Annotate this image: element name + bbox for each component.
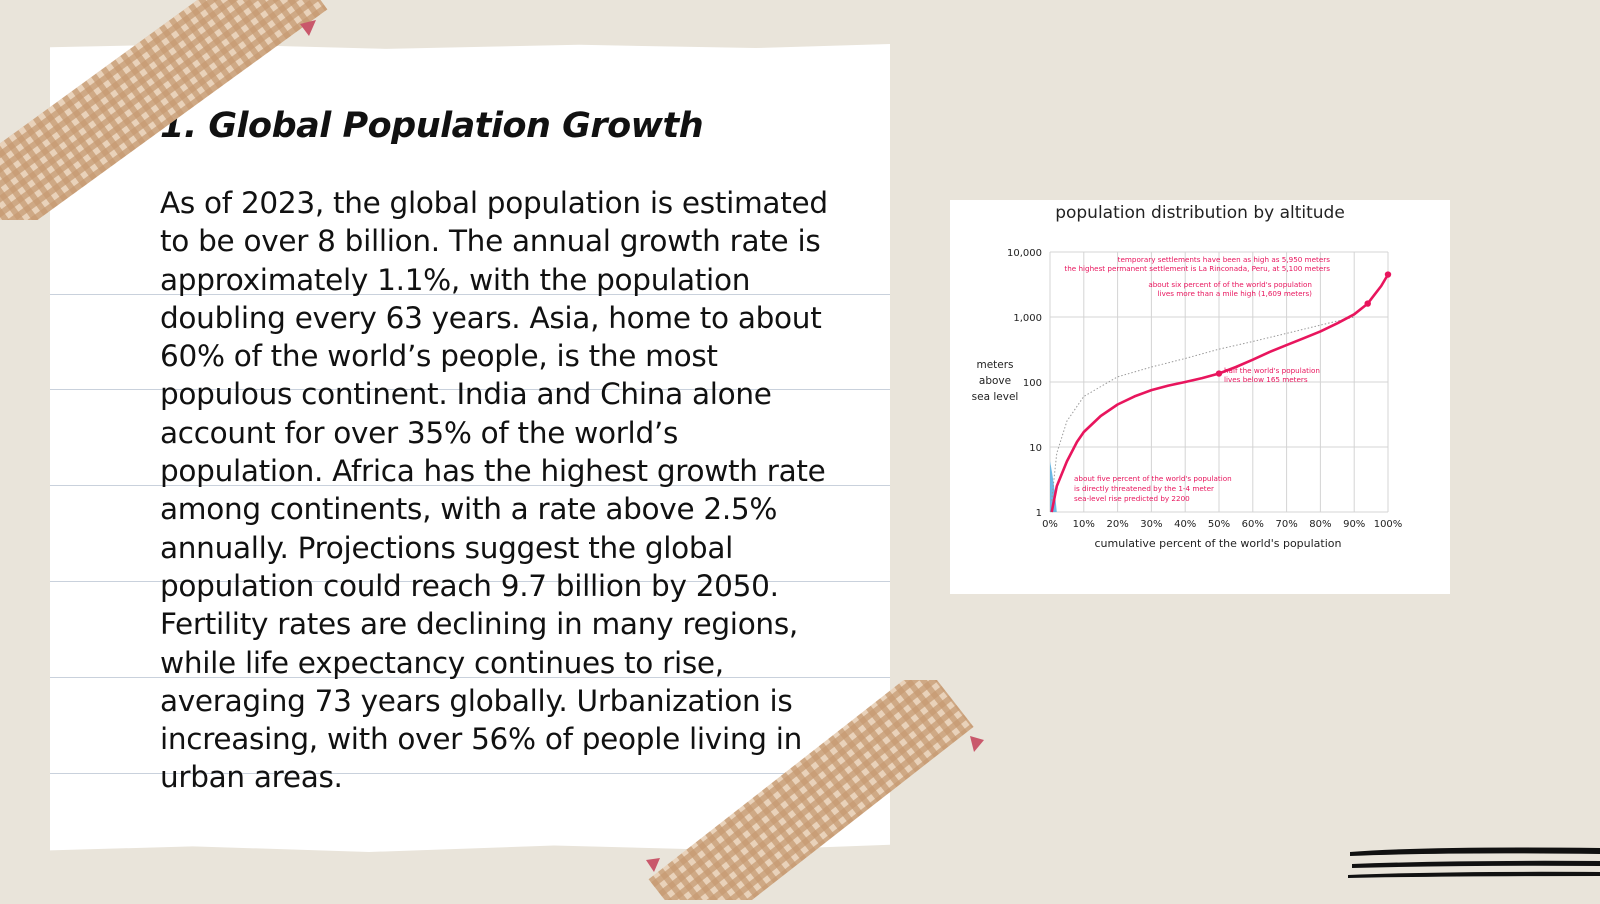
x-tick-label: 50%: [1208, 519, 1230, 530]
chart-annotation: temporary settlements have been as high …: [1118, 255, 1331, 264]
x-tick-label: 30%: [1140, 519, 1162, 530]
x-tick-label: 10%: [1073, 519, 1095, 530]
x-tick-label: 100%: [1374, 519, 1403, 530]
paper-rule: [50, 581, 890, 582]
brush-strokes: [1348, 842, 1600, 896]
y-tick-label: 10: [1029, 443, 1042, 454]
highlight-point: [1384, 271, 1392, 278]
tape-top-left: [0, 0, 340, 242]
y-tick-label: 10,000: [1007, 248, 1042, 259]
chart-annotation: about five percent of the world's popula…: [1074, 474, 1232, 483]
y-axis-label-line: above: [979, 375, 1011, 387]
paper-rule: [50, 389, 890, 390]
paper-rule: [50, 773, 890, 774]
y-axis-label: meters above sea level: [972, 359, 1019, 403]
y-axis-label-line: sea level: [972, 391, 1019, 403]
chart-annotation: lives below 165 meters: [1224, 375, 1308, 384]
x-tick-label: 40%: [1174, 519, 1196, 530]
x-tick-label: 70%: [1275, 519, 1297, 530]
x-tick-label: 60%: [1242, 519, 1264, 530]
chart-annotation: the highest permanent settlement is La R…: [1064, 264, 1330, 273]
chart-annotation: is directly threatened by the 1-4 meter: [1074, 484, 1214, 493]
chart-annotation: half the world's population: [1224, 366, 1320, 375]
gingham-tape-graphic: [646, 663, 984, 904]
chart-annotation: lives more than a mile high (1,609 meter…: [1158, 289, 1313, 298]
slide-title: 1. Global Population Growth: [160, 106, 704, 146]
y-tick-label: 100: [1023, 378, 1042, 389]
paper-rule: [50, 677, 890, 678]
highlight-point: [1364, 300, 1371, 307]
y-tick-label: 1: [1036, 508, 1042, 519]
y-axis-label-line: meters: [976, 359, 1013, 371]
altitude-chart: population distribution by altitude 1101…: [972, 203, 1403, 550]
brush-stroke-graphic: [1348, 847, 1600, 878]
x-tick-labels: 0% 10% 20% 30% 40% 50% 60% 70% 80% 90% 100%: [1042, 519, 1402, 530]
highlight-point: [1215, 370, 1223, 377]
gingham-tape-graphic: [0, 0, 335, 242]
tape-bottom: [640, 663, 1000, 904]
chart-title: population distribution by altitude: [1055, 203, 1345, 223]
x-tick-label: 0%: [1042, 519, 1058, 530]
paper-rule: [50, 294, 890, 295]
chart-annotation: about six percent of of the world's popu…: [1148, 280, 1312, 289]
chart-annotations: temporary settlements have been as high …: [1064, 255, 1330, 503]
altitude-chart-card: population distribution by altitude 1 10 1…: [950, 200, 1450, 594]
x-tick-label: 90%: [1343, 519, 1365, 530]
notebook-paper: 1. Global Population Growth As of 2023, …: [50, 44, 890, 852]
x-tick-label: 80%: [1309, 519, 1331, 530]
chart-annotation: sea-level rise predicted by 2200: [1074, 494, 1190, 503]
chart-series: [1050, 271, 1392, 513]
y-tick-label: 1,000: [1013, 313, 1042, 324]
paper-rule: [50, 485, 890, 486]
slide-paragraph: As of 2023, the global population is est…: [160, 186, 828, 795]
x-axis-label: cumulative percent of the world's popula…: [1095, 537, 1342, 550]
x-tick-label: 20%: [1106, 519, 1128, 530]
y-tick-labels: 1 10 100 1,000 10,000: [1007, 248, 1042, 519]
